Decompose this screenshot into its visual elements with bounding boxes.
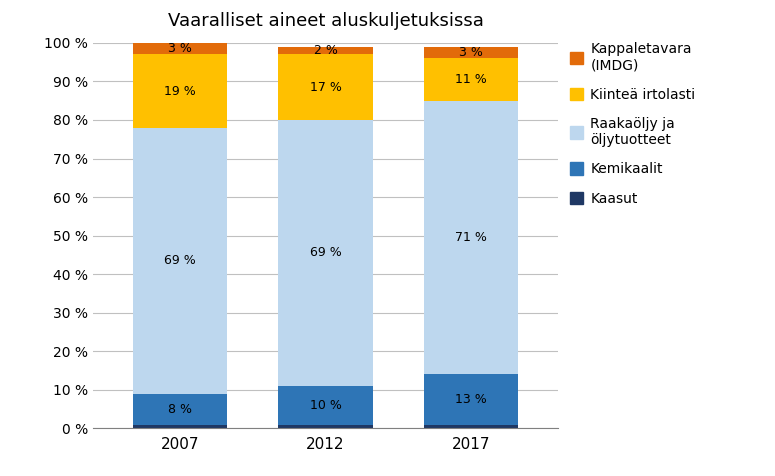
Text: 3 %: 3 % (168, 42, 192, 55)
Legend: Kappaletavara
(IMDG), Kiinteä irtolasti, Raakaöljy ja
öljytuotteet, Kemikaalit, : Kappaletavara (IMDG), Kiinteä irtolasti,… (570, 42, 695, 206)
Bar (424, 375, 518, 425)
Text: 10 %: 10 % (309, 399, 342, 412)
Text: 13 %: 13 % (455, 393, 487, 406)
Bar (278, 425, 373, 428)
Bar (133, 128, 227, 394)
Text: 71 %: 71 % (455, 231, 487, 244)
Bar (278, 120, 373, 386)
Text: 11 %: 11 % (455, 73, 487, 86)
Bar (278, 47, 373, 54)
Text: 69 %: 69 % (310, 247, 341, 259)
Text: 2 %: 2 % (314, 44, 337, 57)
Bar (133, 394, 227, 425)
Bar (424, 58, 518, 101)
Bar (133, 43, 227, 54)
Text: 8 %: 8 % (168, 403, 192, 416)
Bar (278, 54, 373, 120)
Bar (133, 54, 227, 128)
Title: Vaaralliset aineet aluskuljetuksissa: Vaaralliset aineet aluskuljetuksissa (167, 12, 484, 30)
Bar (424, 101, 518, 375)
Bar (133, 425, 227, 428)
Text: 19 %: 19 % (164, 85, 196, 98)
Bar (424, 425, 518, 428)
Text: 69 %: 69 % (164, 254, 196, 267)
Text: 3 %: 3 % (459, 46, 483, 59)
Bar (424, 47, 518, 58)
Text: 17 %: 17 % (309, 80, 342, 94)
Bar (278, 386, 373, 425)
